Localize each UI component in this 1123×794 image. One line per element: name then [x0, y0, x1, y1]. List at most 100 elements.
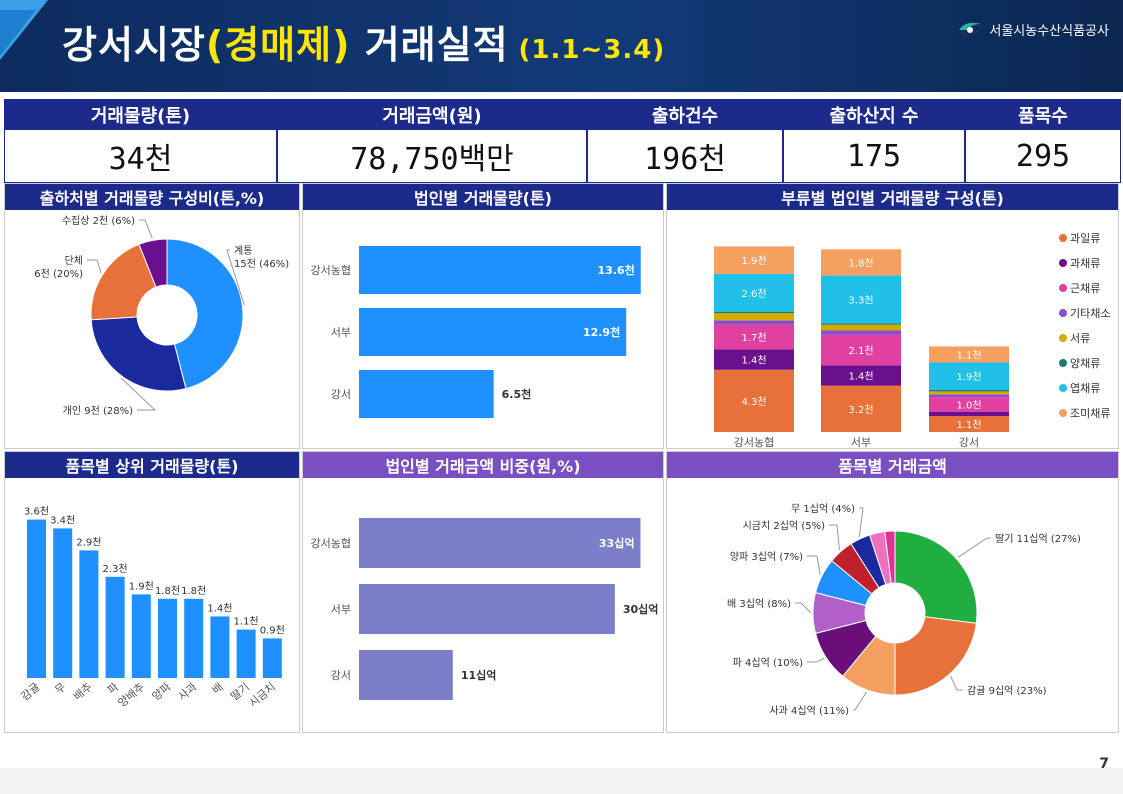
slice-label: 15천 (46%) [234, 258, 289, 270]
legend-label: 조미채류 [1070, 407, 1110, 420]
category-label: 강서농협 [311, 537, 351, 550]
org-name: 서울시농수산식품공사 [989, 23, 1109, 39]
bar [105, 576, 125, 678]
panel-category-stack: 부류별 법인별 거래물량 구성(톤) 4.3천 1.4천 1.7천 2.6천 1.9천 강… [666, 183, 1119, 449]
category-label: 서부 [851, 436, 871, 448]
stack-segment [929, 394, 1009, 398]
title-bar: 강서시장(경매제) 거래실적 (1.1~3.4) 서울시농수산식품공사 [0, 0, 1123, 92]
kpi-label: 품목수 [966, 100, 1120, 130]
corner-decoration-inner [0, 10, 36, 56]
stack-segment [714, 246, 794, 274]
data-label: 1.1천 [956, 349, 981, 361]
bar [359, 650, 453, 700]
category-label: 강서 [959, 436, 979, 448]
data-label: 1.4천 [207, 602, 232, 614]
legend-label: 양채류 [1070, 357, 1100, 370]
slice-label: 단체 [65, 255, 83, 267]
kpi-shipments: 출하건수 196천 [587, 99, 783, 183]
title-rest: 거래실적 [350, 23, 509, 67]
donut-slice [90, 316, 187, 392]
leader-line [226, 249, 245, 306]
stack-segment [714, 311, 794, 314]
stack-segment [714, 369, 794, 432]
category-label: 서부 [331, 603, 351, 616]
data-label: 30십억 [623, 602, 659, 616]
data-label: 11십억 [461, 668, 497, 682]
legend-swatch [1059, 409, 1067, 417]
bar [53, 528, 73, 678]
legend-swatch [1059, 234, 1067, 242]
category-label: 시금치 [247, 680, 279, 709]
legend-swatch [1059, 384, 1067, 392]
data-label: 1.8천 [181, 585, 206, 597]
title-highlight: (경매제) [205, 23, 351, 67]
category-label: 강서 [331, 669, 351, 682]
stack-segment [821, 385, 901, 432]
stack-segment [714, 324, 794, 350]
data-label: 1.4천 [848, 370, 873, 382]
donut-slice [166, 238, 244, 390]
title-main: 강서시장 [62, 23, 206, 67]
data-label: 0.9천 [260, 624, 285, 636]
panel-title: 법인별 거래금액 비중(원,%) [303, 452, 663, 478]
stack-segment [929, 391, 1009, 395]
bar [359, 308, 627, 356]
page-number: 7 [1099, 756, 1109, 772]
title-period: (1.1~3.4) [518, 35, 666, 65]
category-label: 양배추 [116, 680, 148, 709]
category-label: 감귤 [19, 680, 43, 703]
page-title: 강서시장(경매제) 거래실적 (1.1~3.4) [62, 14, 665, 69]
data-label: 33십억 [599, 536, 635, 550]
kpi-label: 출하건수 [588, 100, 782, 130]
data-label: 1.8천 [848, 257, 873, 269]
legend-swatch [1059, 334, 1067, 342]
panel-title: 품목별 거래금액 [667, 452, 1118, 478]
data-label: 2.6천 [741, 288, 766, 300]
stack-segment [929, 346, 1009, 363]
stack-segment [821, 323, 901, 325]
category-label: 강서농협 [734, 436, 774, 448]
stack-segment [821, 324, 901, 331]
slice-label: 양파 3십억 (7%) [730, 551, 803, 563]
data-label: 1.4천 [741, 355, 766, 367]
stack-segment [929, 389, 1009, 392]
kpi-label: 출하산지 수 [784, 100, 964, 130]
slice-label: 개인 9천 (28%) [63, 405, 133, 417]
legend-swatch [1059, 359, 1067, 367]
kpi-value: 34천 [108, 142, 173, 177]
slice-label: 시금치 2십억 (5%) [743, 520, 825, 532]
stack-segment [714, 313, 794, 321]
slice-label: 딸기 11십억 (27%) [995, 533, 1081, 545]
donut-slice [884, 530, 896, 584]
data-label: 2.1천 [848, 345, 873, 357]
donut-slice [90, 243, 157, 321]
data-label: 3.6천 [24, 506, 49, 518]
stack-segment [821, 365, 901, 386]
panel-top-items: 품목별 상위 거래물량(톤) 3.6천 감귤 3.4천 무 2.9천 배추 2.3천 파 1.9… [4, 451, 300, 733]
data-label: 1.9천 [129, 580, 154, 592]
panel-shipper-share: 출하처별 거래물량 구성비(톤,%) 계통 15천 (46%) 개인 9천 (28%… [4, 183, 300, 449]
leader-line [858, 507, 864, 538]
leader-line [950, 675, 963, 691]
legend-swatch [1059, 309, 1067, 317]
data-label: 12.9천 [583, 325, 620, 339]
stack-segment [821, 249, 901, 276]
legend-label: 근채류 [1070, 282, 1100, 295]
data-label: 1.7천 [741, 332, 766, 344]
data-label: 1.1천 [956, 419, 981, 431]
kpi-value: 295 [1015, 138, 1071, 174]
kpi-items: 품목수 295 [965, 99, 1121, 183]
kpi-label: 거래금액(원) [278, 100, 586, 130]
legend-swatch [1059, 284, 1067, 292]
panel-title: 출하처별 거래물량 구성비(톤,%) [5, 184, 299, 210]
bar [27, 519, 46, 678]
legend-swatch [1059, 259, 1067, 267]
data-label: 3.4천 [50, 514, 75, 526]
leader-line [853, 691, 867, 711]
panel-corp-volume: 법인별 거래물량(톤) 강서농협 13.6천 서부 12.9천 강서 6.5천 [302, 183, 664, 449]
stack-segment [929, 362, 1009, 390]
